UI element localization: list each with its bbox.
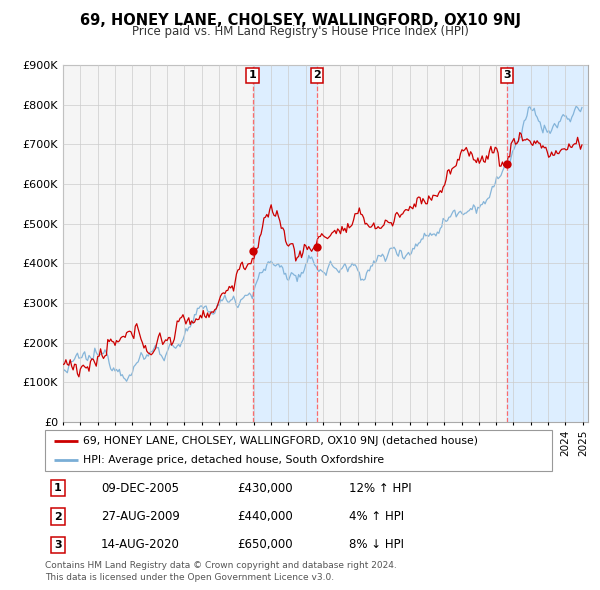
Text: 09-DEC-2005: 09-DEC-2005 [101, 482, 179, 495]
Text: 8% ↓ HPI: 8% ↓ HPI [349, 538, 404, 551]
Text: £440,000: £440,000 [238, 510, 293, 523]
Bar [507, 65, 588, 422]
Text: 27-AUG-2009: 27-AUG-2009 [101, 510, 179, 523]
Text: 2: 2 [313, 70, 321, 80]
FancyBboxPatch shape [45, 430, 552, 471]
Text: 12% ↑ HPI: 12% ↑ HPI [349, 482, 412, 495]
Text: 4% ↑ HPI: 4% ↑ HPI [349, 510, 404, 523]
Text: Price paid vs. HM Land Registry's House Price Index (HPI): Price paid vs. HM Land Registry's House … [131, 25, 469, 38]
Text: 1: 1 [248, 70, 256, 80]
Text: 1: 1 [54, 483, 62, 493]
Text: £430,000: £430,000 [238, 482, 293, 495]
Text: Contains HM Land Registry data © Crown copyright and database right 2024.
This d: Contains HM Land Registry data © Crown c… [45, 560, 397, 582]
Text: HPI: Average price, detached house, South Oxfordshire: HPI: Average price, detached house, Sout… [83, 455, 384, 465]
Text: 3: 3 [54, 540, 61, 550]
Text: 2: 2 [54, 512, 62, 522]
Text: 69, HONEY LANE, CHOLSEY, WALLINGFORD, OX10 9NJ: 69, HONEY LANE, CHOLSEY, WALLINGFORD, OX… [79, 13, 521, 28]
Bar [253, 65, 317, 422]
Text: 14-AUG-2020: 14-AUG-2020 [101, 538, 179, 551]
Text: 3: 3 [503, 70, 511, 80]
Text: 69, HONEY LANE, CHOLSEY, WALLINGFORD, OX10 9NJ (detached house): 69, HONEY LANE, CHOLSEY, WALLINGFORD, OX… [83, 435, 478, 445]
Text: £650,000: £650,000 [238, 538, 293, 551]
